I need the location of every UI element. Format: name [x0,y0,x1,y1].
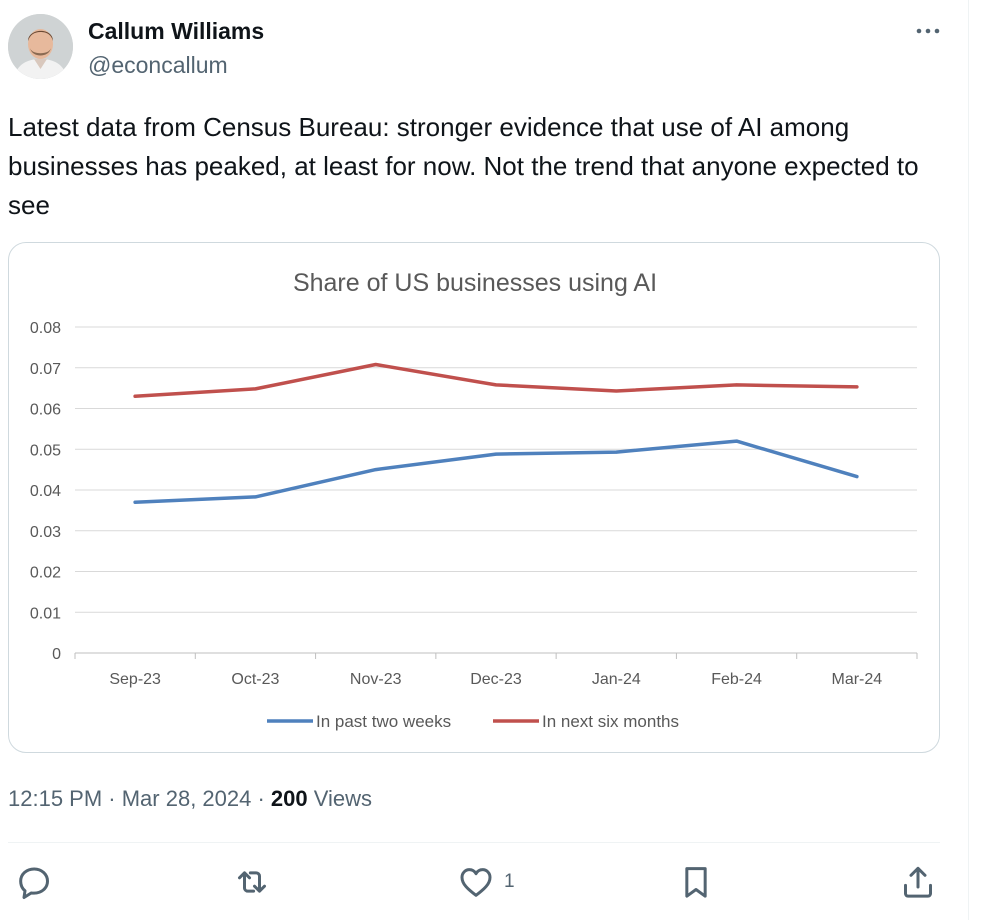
retweet-icon [238,871,266,893]
data-point [374,362,378,366]
y-tick-label: 0 [52,646,61,663]
data-point [614,389,618,393]
y-tick-label: 0.01 [30,605,61,622]
author-handle[interactable]: @econcallum [88,52,228,78]
tweet-media-chart[interactable]: Share of US businesses using AI 0 0.01 0.02… [8,242,940,753]
timeline-border [968,0,969,920]
avatar[interactable] [8,14,73,79]
reply-icon [19,867,50,899]
data-point [494,452,498,456]
data-point [735,383,739,387]
data-point [614,450,618,454]
chart-title: Share of US businesses using AI [293,269,657,297]
tweet-text: Latest data from Census Bureau: stronger… [8,112,919,220]
legend-label: In past two weeks [316,712,451,731]
y-tick-label: 0.07 [30,361,61,378]
data-point [133,500,137,504]
y-tick-label: 0.03 [30,524,61,541]
heart-icon [460,868,492,897]
like-button[interactable]: 1 [456,862,515,902]
person-avatar-icon [8,14,73,79]
x-tick-label: Nov-23 [350,671,402,688]
x-tick-label: Oct-23 [231,671,279,688]
y-tick-label: 0.04 [30,483,61,500]
data-point [494,383,498,387]
reply-button[interactable] [14,862,54,902]
more-options-button[interactable] [910,16,946,46]
data-point [133,394,137,398]
like-count: 1 [504,871,515,892]
data-point [735,439,739,443]
legend-label: In next six months [542,712,679,731]
views-label: Views [307,786,373,811]
bookmark-icon [685,867,707,898]
share-icon [904,866,932,898]
data-point [855,475,859,479]
x-tick-label: Dec-23 [470,671,522,688]
share-button[interactable] [898,862,938,902]
y-tick-label: 0.06 [30,402,61,419]
y-tick-label: 0.05 [30,442,61,459]
actions-divider [8,842,940,843]
y-tick-label: 0.08 [30,320,61,337]
x-tick-label: Feb-24 [711,671,762,688]
y-tick-label: 0.02 [30,565,61,582]
retweet-button[interactable] [232,862,272,902]
x-tick-label: Jan-24 [592,671,641,688]
data-point [253,495,257,499]
series-line [133,439,859,504]
data-point [374,468,378,472]
data-point [855,385,859,389]
author-name[interactable]: Callum Williams [88,18,265,44]
tweet-time-date[interactable]: 12:15 PM · Mar 28, 2024 · [8,786,271,811]
tweet-timestamp-views: 12:15 PM · Mar 28, 2024 · 200 Views [8,786,372,812]
more-horizontal-icon [916,28,940,34]
x-tick-label: Mar-24 [832,671,883,688]
ai-usage-line-chart: Share of US businesses using AI 0 0.01 0.02… [30,269,918,731]
bookmark-button[interactable] [676,862,716,902]
series-line [133,362,859,399]
data-point [253,387,257,391]
x-tick-label: Sep-23 [109,671,161,688]
views-count: 200 [270,786,308,811]
